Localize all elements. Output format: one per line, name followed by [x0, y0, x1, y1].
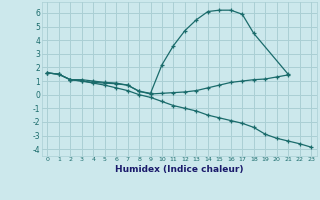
- X-axis label: Humidex (Indice chaleur): Humidex (Indice chaleur): [115, 165, 244, 174]
